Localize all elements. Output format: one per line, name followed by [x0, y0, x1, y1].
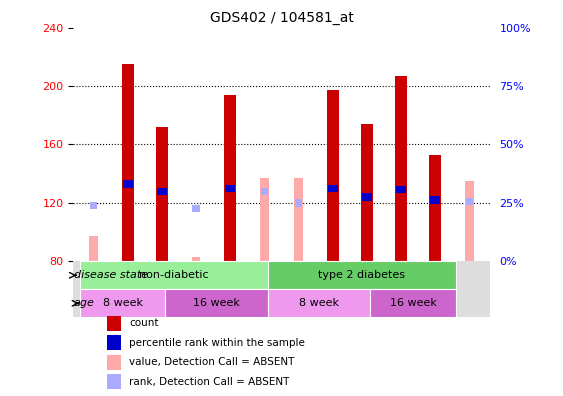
- Bar: [261, 188, 268, 195]
- Bar: [123, 180, 133, 188]
- Bar: [429, 155, 441, 261]
- Text: type 2 diabetes: type 2 diabetes: [318, 270, 405, 280]
- Title: GDS402 / 104581_at: GDS402 / 104581_at: [209, 11, 354, 25]
- Bar: [268, 261, 455, 289]
- Bar: [90, 236, 98, 261]
- Bar: [362, 193, 372, 201]
- Text: count: count: [129, 318, 159, 328]
- Text: disease state: disease state: [74, 270, 148, 280]
- Bar: [294, 178, 303, 261]
- Text: percentile rank within the sample: percentile rank within the sample: [129, 338, 305, 348]
- Text: age: age: [74, 298, 95, 308]
- Bar: [90, 202, 97, 209]
- Bar: [224, 95, 236, 261]
- Bar: [260, 178, 269, 261]
- Bar: [122, 64, 134, 261]
- Bar: [156, 127, 168, 261]
- Text: 8 week: 8 week: [299, 298, 339, 308]
- Text: 16 week: 16 week: [390, 298, 436, 308]
- Bar: [157, 188, 167, 195]
- Bar: [395, 76, 407, 261]
- Text: rank, Detection Call = ABSENT: rank, Detection Call = ABSENT: [129, 377, 290, 386]
- Bar: [430, 196, 440, 204]
- Bar: [268, 289, 370, 317]
- Bar: [106, 335, 121, 350]
- Bar: [106, 355, 121, 369]
- Bar: [465, 181, 473, 261]
- Bar: [370, 289, 455, 317]
- Bar: [225, 185, 235, 192]
- Text: value, Detection Call = ABSENT: value, Detection Call = ABSENT: [129, 357, 295, 367]
- Bar: [166, 289, 268, 317]
- Bar: [106, 374, 121, 389]
- Bar: [328, 185, 338, 192]
- Bar: [80, 261, 268, 289]
- Bar: [327, 90, 339, 261]
- Bar: [396, 186, 406, 193]
- Bar: [295, 199, 302, 207]
- Bar: [80, 289, 166, 317]
- Bar: [106, 316, 121, 331]
- Text: 16 week: 16 week: [193, 298, 240, 308]
- Text: non-diabetic: non-diabetic: [139, 270, 209, 280]
- Text: 8 week: 8 week: [102, 298, 142, 308]
- Bar: [193, 205, 200, 212]
- Bar: [466, 198, 473, 205]
- Bar: [192, 257, 200, 261]
- Bar: [361, 124, 373, 261]
